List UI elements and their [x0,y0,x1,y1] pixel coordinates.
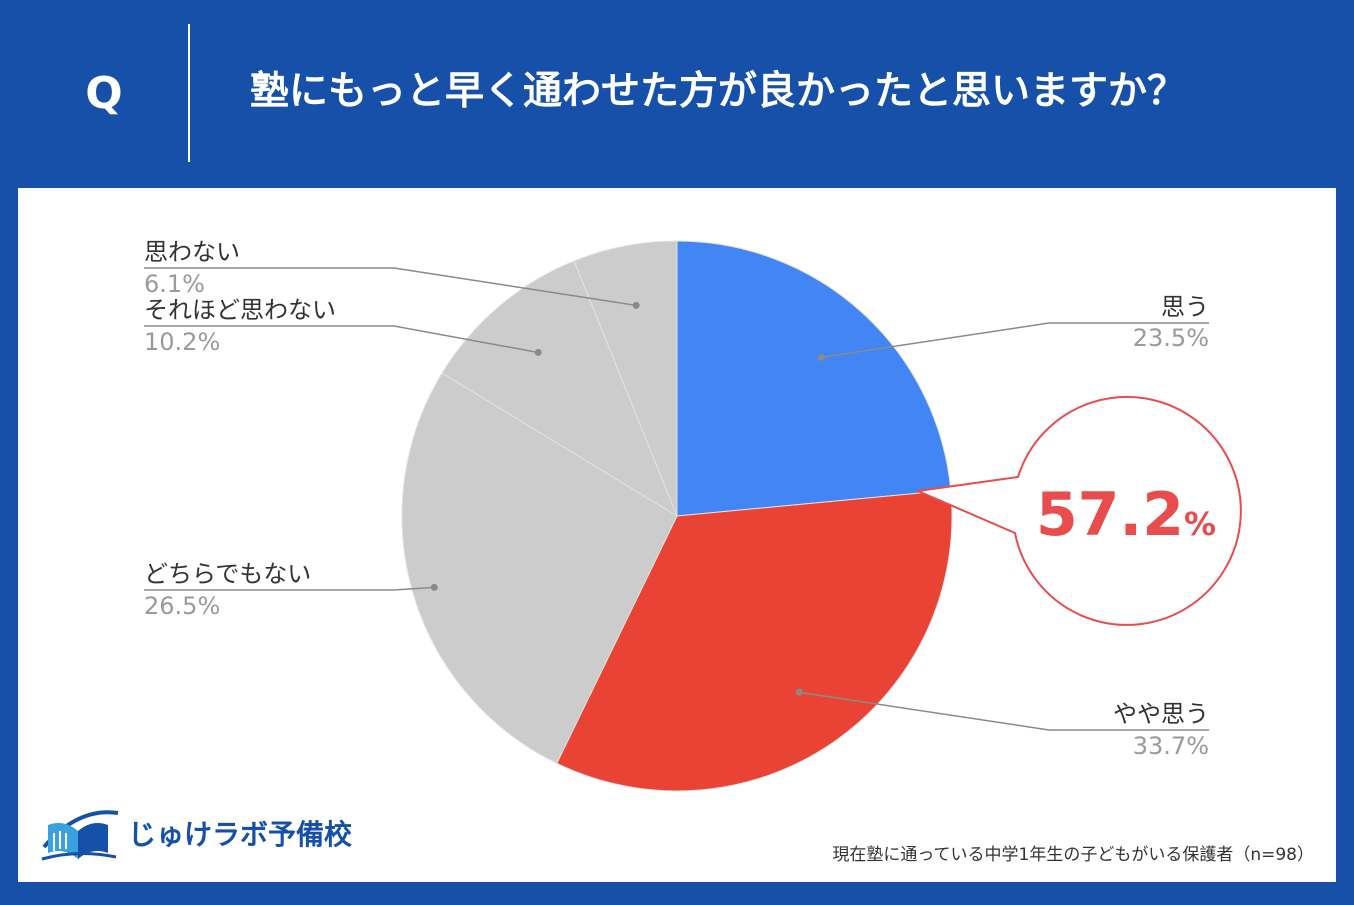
question-title: 塾にもっと早く通わせた方が良かったと思いますか？ [250,69,1187,114]
book-logo-icon [41,810,119,861]
callout-number: 57.2 [1036,480,1184,550]
label-dochira-demo-nai: どちらでもない [144,560,311,588]
label-omowanai: 思わない [144,238,240,266]
label-omou: 思う [1161,293,1209,321]
pct-omowanai: 6.1% [144,270,205,298]
pie-slices [401,240,953,792]
header: Q 塾にもっと早く通わせた方が良かったと思いますか？ [0,0,1354,188]
leader-dot-omowanai [632,301,640,309]
brand-logo: じゅけラボ予備校 [38,803,358,867]
chart-panel: 思う 23.5% やや思う 33.7% どちらでもない 26.5% それほど思わ… [18,188,1336,882]
leader-line-sorehodo-omowanai [144,325,539,354]
leader-line-omowanai [144,267,637,307]
sample-note: 現在塾に通っている中学1年生の子どもがいる保護者（n=98） [832,845,1314,865]
pct-sorehodo-omowanai: 10.2% [144,328,220,356]
pct-omou: 23.5% [1133,324,1209,352]
pct-yaya-omou: 33.7% [1133,732,1209,760]
callout-value: 57.2% [1036,480,1216,550]
leader-line-omou [821,322,1209,359]
leader-line-dochira-demo-nai [144,586,435,591]
label-sorehodo-omowanai: それほど思わない [144,296,336,324]
pie-slice-yaya-omou [556,489,953,792]
pie-slice-dochira-demo-nai [401,372,678,765]
leader-dot-omou [817,353,825,361]
pie-slice-sorehodo-omowanai [441,260,679,518]
callout-unit: % [1184,505,1216,543]
pie-slice-omou [676,240,952,517]
label-yaya-omou: やや思う [1113,700,1209,728]
leader-dot-sorehodo-omowanai [534,348,542,356]
header-divider [188,24,190,162]
leader-line-yaya-omou [799,691,1209,731]
pct-dochira-demo-nai: 26.5% [144,592,220,620]
callout-bubble [917,395,1242,626]
leader-lines [144,267,1209,731]
pie-slice-omowanai [573,240,678,517]
pie-chart: 思う 23.5% やや思う 33.7% どちらでもない 26.5% それほど思わ… [144,238,1242,792]
q-mark: Q [85,68,123,119]
leader-dot-dochira-demo-nai [430,583,438,591]
brand-name: じゅけラボ予備校 [128,818,353,851]
leader-dot-yaya-omou [795,688,803,696]
